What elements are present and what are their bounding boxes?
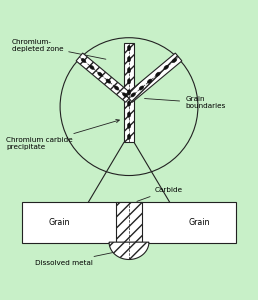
- Text: Grain: Grain: [48, 218, 70, 227]
- Polygon shape: [76, 53, 132, 102]
- Ellipse shape: [123, 93, 127, 97]
- Ellipse shape: [127, 56, 131, 62]
- Ellipse shape: [139, 86, 144, 90]
- Polygon shape: [126, 53, 182, 102]
- Ellipse shape: [106, 79, 111, 83]
- Text: Carbide: Carbide: [137, 187, 183, 201]
- Text: Grain: Grain: [188, 218, 210, 227]
- Bar: [116, 202, 142, 242]
- Ellipse shape: [98, 72, 102, 76]
- Ellipse shape: [90, 65, 94, 69]
- Ellipse shape: [127, 112, 131, 117]
- Ellipse shape: [127, 123, 131, 128]
- Ellipse shape: [156, 72, 160, 76]
- Ellipse shape: [127, 134, 131, 140]
- Ellipse shape: [114, 86, 119, 90]
- Ellipse shape: [127, 45, 131, 51]
- Ellipse shape: [81, 58, 86, 62]
- Ellipse shape: [127, 90, 131, 95]
- Bar: [22, 202, 236, 243]
- Ellipse shape: [147, 79, 152, 83]
- Text: Dissolved metal: Dissolved metal: [35, 252, 114, 266]
- Ellipse shape: [164, 65, 168, 69]
- Ellipse shape: [127, 79, 131, 84]
- Text: Grain
boundaries: Grain boundaries: [144, 96, 225, 109]
- Ellipse shape: [127, 68, 131, 73]
- Polygon shape: [124, 43, 134, 142]
- Ellipse shape: [127, 101, 131, 106]
- Polygon shape: [109, 242, 149, 260]
- Ellipse shape: [172, 58, 177, 62]
- Text: Chromium-
depleted zone: Chromium- depleted zone: [12, 39, 106, 59]
- Ellipse shape: [131, 93, 135, 97]
- Text: Chromium carbide
precipitate: Chromium carbide precipitate: [6, 119, 119, 150]
